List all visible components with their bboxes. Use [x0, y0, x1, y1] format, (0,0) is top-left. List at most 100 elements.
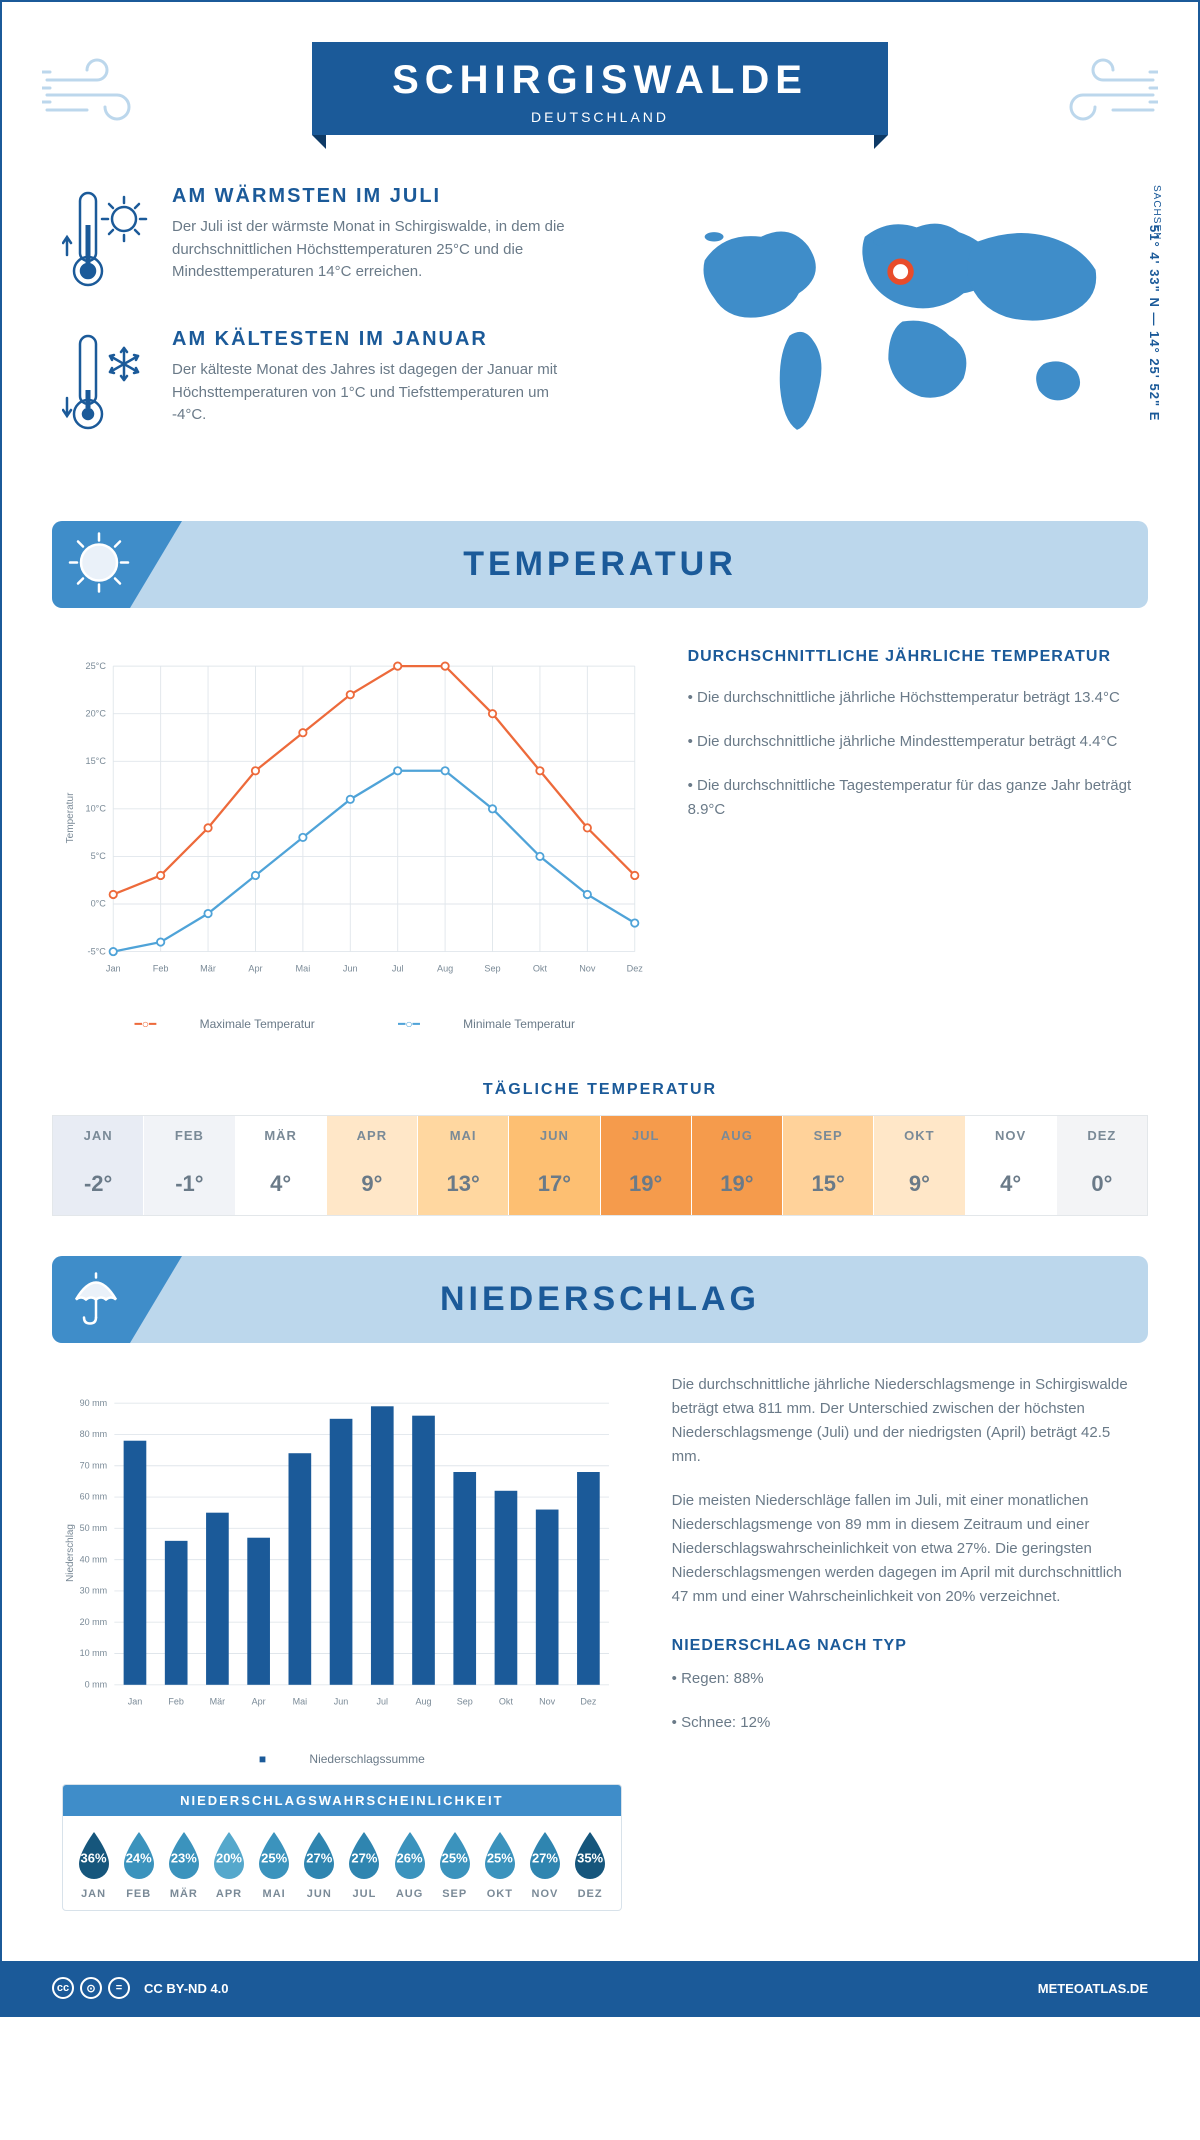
summary-bullet: • Die durchschnittliche Tagestemperatur … [688, 774, 1138, 822]
fact-title: AM KÄLTESTEN IM JANUAR [172, 328, 572, 351]
daily-month-label: MÄR [236, 1116, 326, 1155]
header: SCHIRGISWALDE DEUTSCHLAND [2, 2, 1198, 155]
probability-title: NIEDERSCHLAGSWAHRSCHEINLICHKEIT [63, 1785, 621, 1816]
drop-icon: 35% [569, 1830, 611, 1882]
cc-icon: cc [52, 1977, 74, 1999]
svg-text:50 mm: 50 mm [80, 1523, 108, 1533]
probability-value: 27% [532, 1851, 558, 1866]
svg-text:Nov: Nov [539, 1697, 556, 1707]
drop-icon: 25% [479, 1830, 521, 1882]
probability-item: 25% OKT [477, 1830, 522, 1900]
svg-text:Nov: Nov [579, 964, 596, 974]
probability-month: JAN [71, 1888, 116, 1900]
daily-temp-value: 19° [692, 1155, 782, 1215]
probability-value: 35% [577, 1851, 603, 1866]
drop-icon: 20% [208, 1830, 250, 1882]
daily-month-label: OKT [874, 1116, 964, 1155]
daily-temp-value: 19° [601, 1155, 691, 1215]
summary-bullet: • Die durchschnittliche jährliche Höchst… [688, 686, 1138, 710]
intro-section: AM WÄRMSTEN IM JULI Der Juli ist der wär… [2, 155, 1198, 511]
drop-icon: 27% [343, 1830, 385, 1882]
precip-chart: Niederschlag0 mm10 mm20 mm30 mm40 mm50 m… [62, 1373, 622, 1766]
svg-text:Apr: Apr [248, 964, 262, 974]
daily-temp-value: -2° [53, 1155, 143, 1215]
daily-month-label: MAI [418, 1116, 508, 1155]
temperature-section-header: TEMPERATUR [52, 521, 1148, 608]
daily-temp-value: 0° [1057, 1155, 1147, 1215]
svg-text:80 mm: 80 mm [80, 1429, 108, 1439]
thermometer-sun-icon [62, 185, 152, 300]
probability-value: 25% [442, 1851, 468, 1866]
probability-value: 27% [351, 1851, 377, 1866]
svg-text:60 mm: 60 mm [80, 1492, 108, 1502]
drop-icon: 26% [389, 1830, 431, 1882]
daily-month-label: APR [327, 1116, 417, 1155]
by-icon: ⊙ [80, 1977, 102, 1999]
drop-icon: 25% [253, 1830, 295, 1882]
svg-text:Jul: Jul [392, 964, 404, 974]
svg-text:-5°C: -5°C [88, 946, 107, 956]
probability-value: 20% [216, 1851, 242, 1866]
svg-text:Aug: Aug [415, 1697, 431, 1707]
drop-icon: 27% [298, 1830, 340, 1882]
fact-title: AM WÄRMSTEN IM JULI [172, 185, 572, 208]
svg-text:5°C: 5°C [91, 851, 107, 861]
world-map: SACHSEN 51° 4' 33" N — 14° 25' 52" E [667, 185, 1138, 471]
probability-month: FEB [116, 1888, 161, 1900]
probability-month: DEZ [568, 1888, 613, 1900]
license-text: CC BY-ND 4.0 [144, 1981, 229, 1996]
svg-text:25°C: 25°C [86, 661, 107, 671]
precip-type-snow: • Schnee: 12% [672, 1711, 1138, 1735]
svg-text:10°C: 10°C [86, 804, 107, 814]
coldest-fact: AM KÄLTESTEN IM JANUAR Der kälteste Mona… [62, 328, 627, 443]
svg-text:15°C: 15°C [86, 756, 107, 766]
probability-month: APR [206, 1888, 251, 1900]
daily-temp-cell: JUN17° [509, 1116, 600, 1215]
svg-text:90 mm: 90 mm [80, 1398, 108, 1408]
probability-value: 26% [397, 1851, 423, 1866]
probability-item: 36% JAN [71, 1830, 116, 1900]
site-name: METEOATLAS.DE [1038, 1981, 1148, 1996]
wind-icon [1048, 50, 1158, 135]
footer: cc ⊙ = CC BY-ND 4.0 METEOATLAS.DE [2, 1961, 1198, 2015]
precip-type-rain: • Regen: 88% [672, 1667, 1138, 1691]
probability-item: 26% AUG [387, 1830, 432, 1900]
probability-item: 27% JUN [297, 1830, 342, 1900]
daily-temp-value: 4° [966, 1155, 1056, 1215]
probability-month: NOV [522, 1888, 567, 1900]
fact-text: Der Juli ist der wärmste Monat in Schirg… [172, 216, 572, 284]
probability-month: AUG [387, 1888, 432, 1900]
drop-icon: 24% [118, 1830, 160, 1882]
daily-temp-cell: NOV4° [966, 1116, 1057, 1215]
chart-legend: ━○━ Maximale Temperatur ━○━ Minimale Tem… [62, 1017, 648, 1031]
daily-temp-title: TÄGLICHE TEMPERATUR [2, 1081, 1198, 1099]
daily-month-label: JAN [53, 1116, 143, 1155]
probability-item: 23% MÄR [161, 1830, 206, 1900]
daily-temp-table: JAN-2°FEB-1°MÄR4°APR9°MAI13°JUN17°JUL19°… [52, 1115, 1148, 1216]
svg-text:Mai: Mai [296, 964, 311, 974]
daily-temp-cell: DEZ0° [1057, 1116, 1147, 1215]
svg-text:Aug: Aug [437, 964, 453, 974]
svg-text:Mär: Mär [210, 1697, 226, 1707]
probability-value: 36% [81, 1851, 107, 1866]
svg-text:0°C: 0°C [91, 899, 107, 909]
daily-temp-cell: MÄR4° [236, 1116, 327, 1215]
svg-text:Temperatur: Temperatur [65, 792, 76, 843]
daily-temp-value: 17° [509, 1155, 599, 1215]
probability-month: MÄR [161, 1888, 206, 1900]
probability-item: 25% MAI [252, 1830, 297, 1900]
svg-text:Mai: Mai [293, 1697, 308, 1707]
svg-text:Jan: Jan [128, 1697, 143, 1707]
daily-month-label: AUG [692, 1116, 782, 1155]
svg-text:Okt: Okt [499, 1697, 514, 1707]
svg-text:Jun: Jun [334, 1697, 349, 1707]
svg-text:40 mm: 40 mm [80, 1554, 108, 1564]
daily-temp-value: 15° [783, 1155, 873, 1215]
daily-month-label: FEB [144, 1116, 234, 1155]
probability-value: 23% [171, 1851, 197, 1866]
svg-text:Niederschlag: Niederschlag [65, 1524, 76, 1582]
svg-text:Okt: Okt [533, 964, 548, 974]
probability-month: MAI [252, 1888, 297, 1900]
svg-text:Dez: Dez [627, 964, 644, 974]
svg-text:Mär: Mär [200, 964, 216, 974]
